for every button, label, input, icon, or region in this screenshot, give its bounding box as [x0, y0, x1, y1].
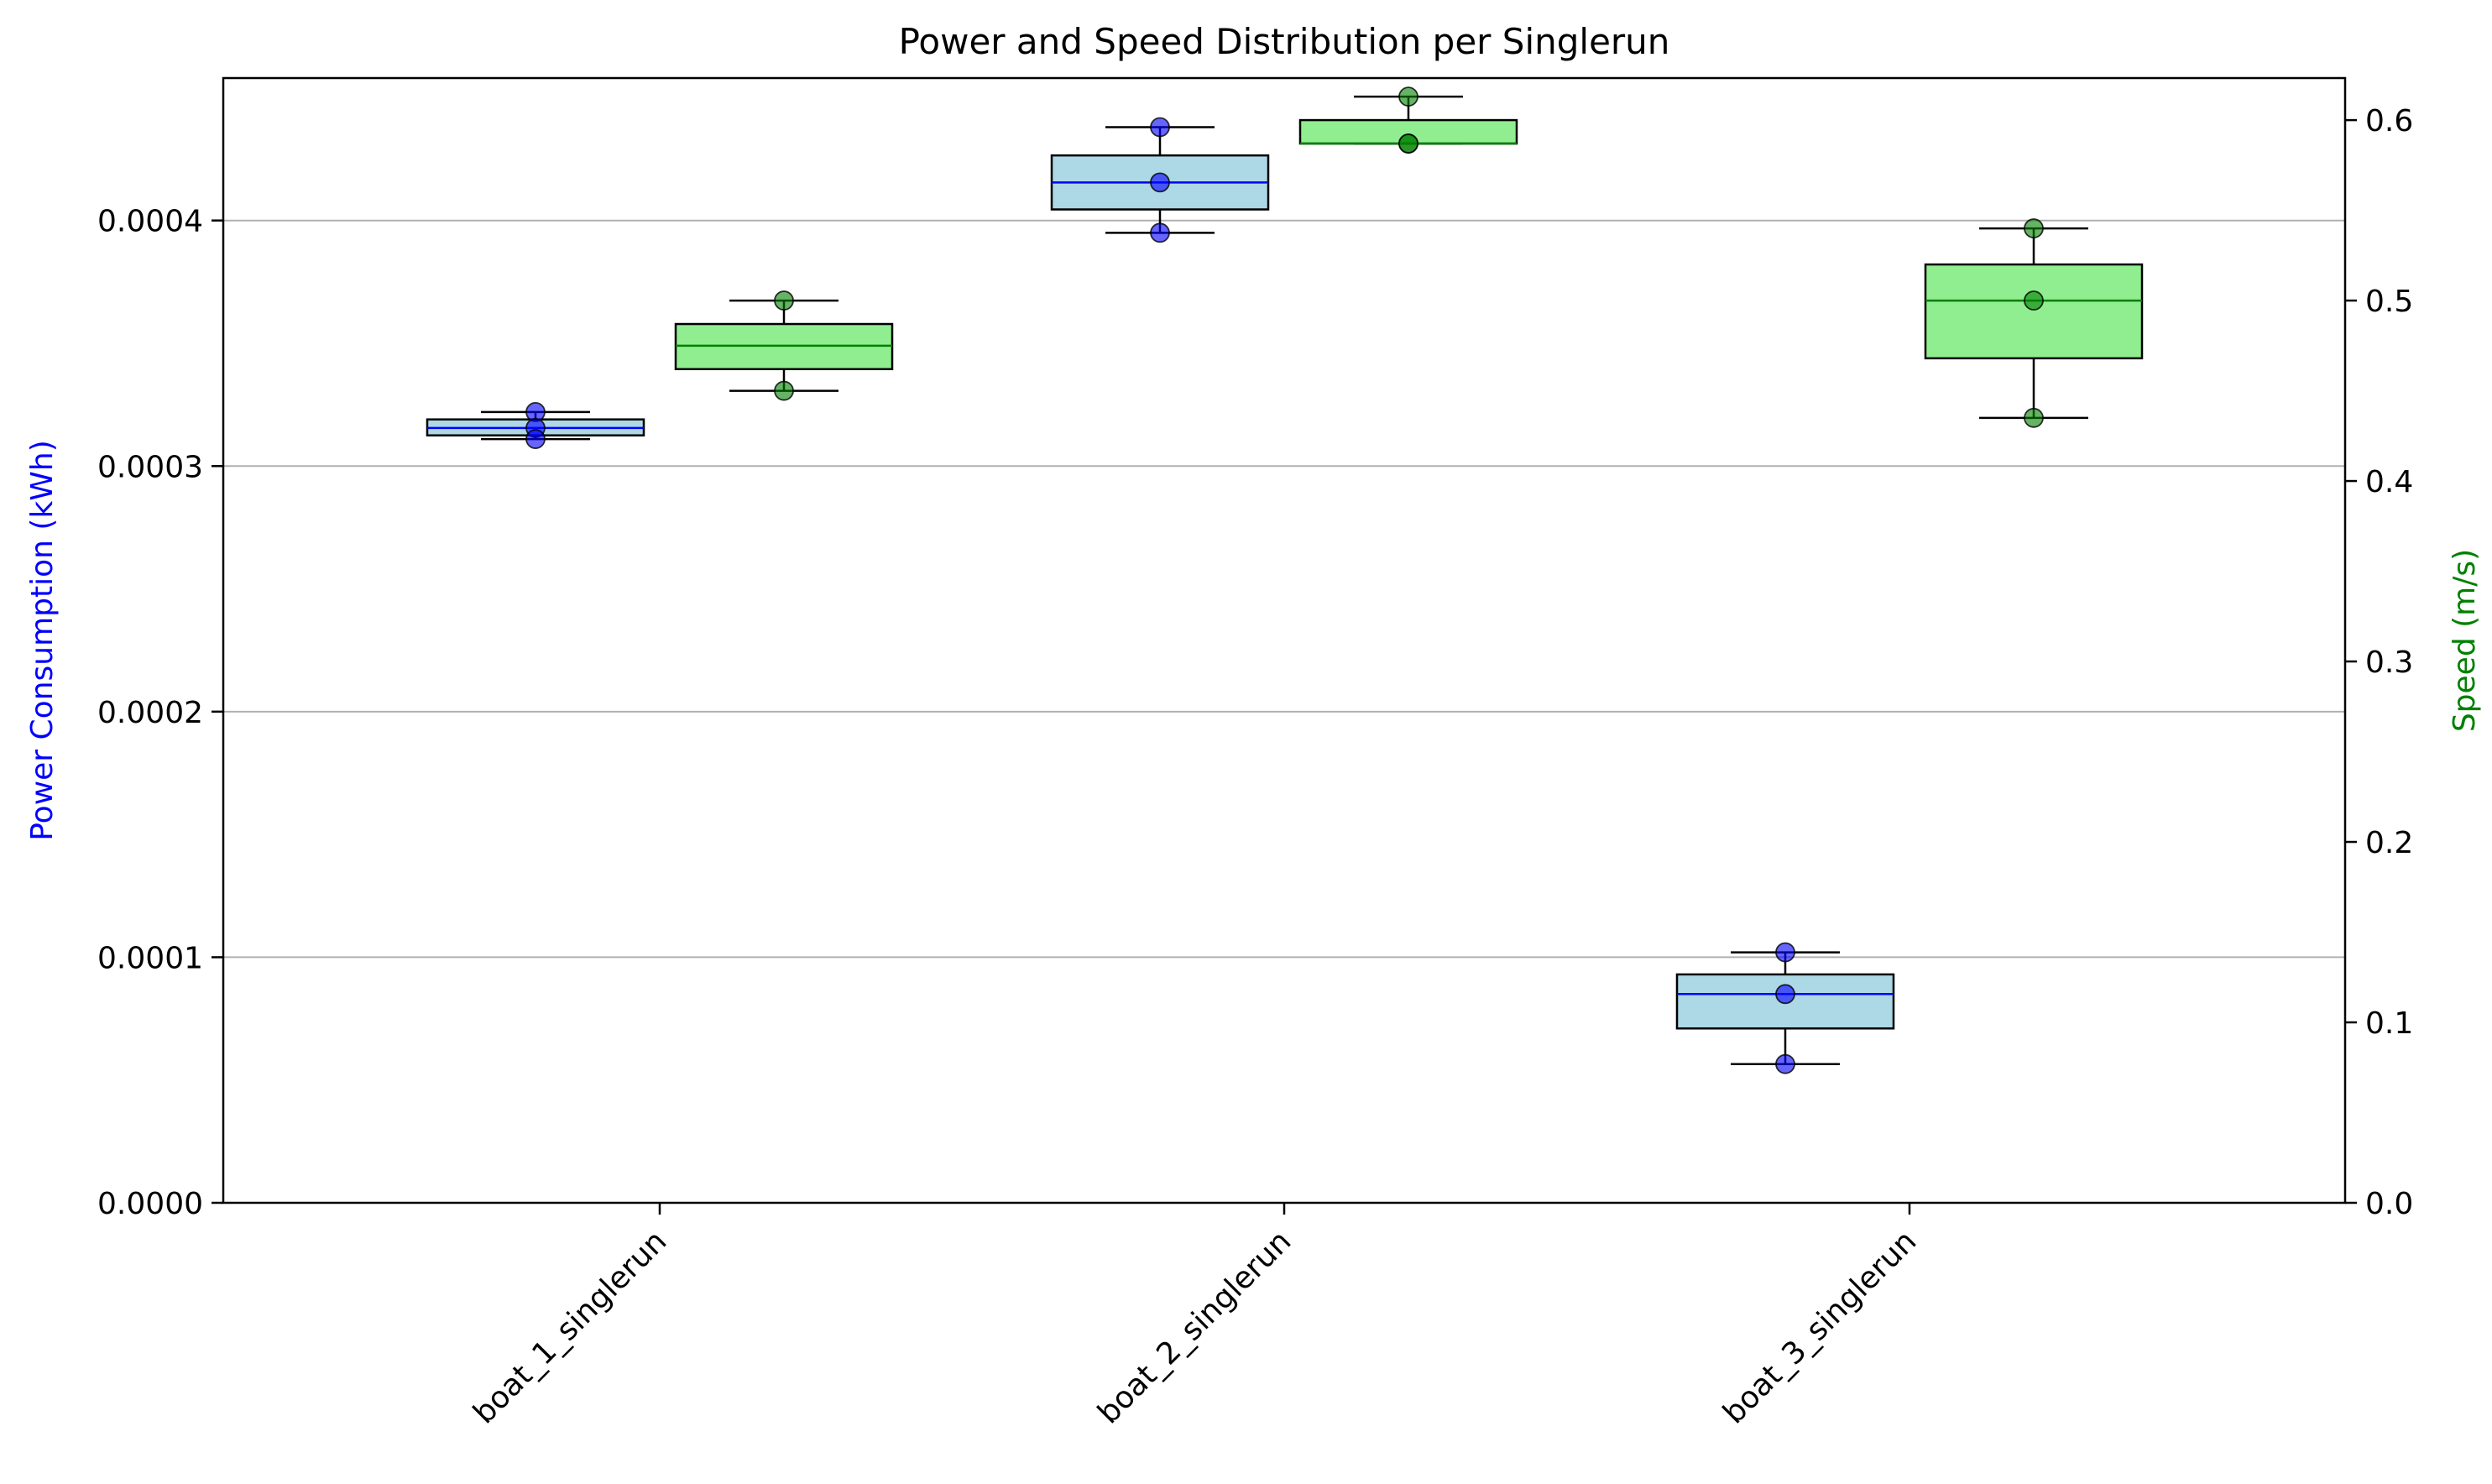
left-tick-label: 0.0002 [97, 696, 203, 730]
data-point [1775, 984, 1795, 1005]
data-point [1775, 942, 1795, 963]
data-point [774, 380, 794, 401]
left-tick-label: 0.0001 [97, 941, 203, 975]
data-point [1150, 117, 1170, 138]
right-tick-label: 0.2 [2365, 826, 2413, 860]
data-point [1398, 86, 1418, 107]
right-tick-label: 0.1 [2365, 1006, 2413, 1041]
gridlines [223, 219, 2345, 959]
right-tick-label: 0.4 [2365, 465, 2413, 499]
right-axis-label: Speed (m/s) [2448, 549, 2482, 732]
data-point [1150, 172, 1170, 193]
data-point [1150, 222, 1170, 243]
data-point [2024, 218, 2044, 238]
left-tick-label: 0.0004 [97, 205, 203, 239]
right-tick-label: 0.0 [2365, 1187, 2413, 1221]
right-axis-ticks: 0.0 0.1 0.2 0.3 0.4 0.5 0.6 [2345, 104, 2413, 1221]
left-axis-ticks: 0.0000 0.0001 0.0002 0.0003 0.0004 [97, 205, 223, 1221]
left-tick-label: 0.0003 [97, 450, 203, 484]
right-tick-label: 0.6 [2365, 104, 2413, 138]
data-point [2024, 407, 2044, 428]
right-tick-label: 0.5 [2365, 285, 2413, 319]
data-point [774, 290, 794, 311]
left-tick-label: 0.0000 [97, 1187, 203, 1221]
right-tick-label: 0.3 [2365, 645, 2413, 680]
data-point [2024, 290, 2044, 311]
data-points [525, 86, 2044, 1074]
data-point [525, 429, 546, 449]
data-point [1398, 133, 1418, 154]
data-point [1775, 1053, 1795, 1074]
box-iqr [1924, 263, 2144, 360]
chart-title: Power and Speed Distribution per Singler… [899, 21, 1670, 62]
left-axis-label: Power Consumption (kWh) [25, 440, 60, 841]
